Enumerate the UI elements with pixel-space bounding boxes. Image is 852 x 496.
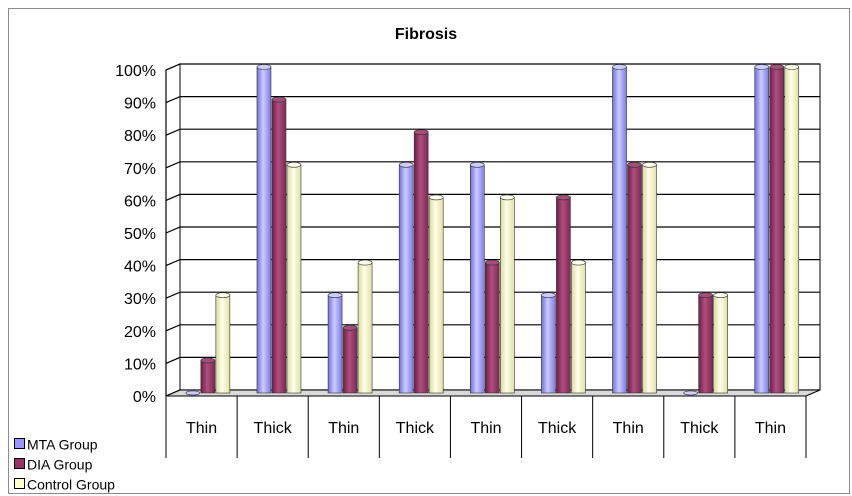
bar	[642, 164, 657, 394]
y-tick-label: 80%	[124, 128, 156, 145]
legend-label-control: Control Group	[27, 476, 115, 493]
bar-cap	[256, 64, 272, 70]
bar	[713, 294, 728, 394]
x-category-label: Thin	[755, 420, 786, 437]
bar	[469, 164, 485, 394]
chart-title: Fibrosis	[394, 26, 458, 43]
bar	[413, 131, 429, 394]
x-category-label: Thin	[186, 420, 217, 437]
bar-cap	[185, 390, 201, 396]
y-tick-label: 60%	[124, 193, 156, 210]
y-tick-label: 10%	[124, 356, 156, 373]
bar	[627, 164, 642, 394]
y-tick-label: 70%	[124, 161, 156, 178]
y-tick-label: 0%	[133, 389, 156, 406]
legend-item-mta: MTA Group	[14, 436, 115, 456]
x-category-label: Thick	[396, 420, 435, 437]
bar	[327, 294, 343, 394]
gridline	[165, 356, 820, 364]
bar	[556, 197, 571, 394]
legend-swatch-mta	[14, 437, 25, 449]
bar-cap	[327, 292, 343, 299]
bar-cap	[683, 390, 698, 396]
gridline	[165, 193, 820, 201]
x-category-label: Thick	[254, 420, 293, 437]
bar-cap	[286, 162, 302, 168]
bar	[342, 327, 358, 394]
gridline	[165, 226, 820, 234]
legend-label-mta: MTA Group	[27, 436, 98, 453]
y-tick-label: 20%	[124, 324, 156, 341]
gridline	[165, 291, 820, 299]
bar-cap	[713, 292, 728, 299]
legend-swatch-control	[14, 477, 25, 489]
bar	[484, 262, 500, 394]
bar-cap	[357, 259, 373, 266]
gridline	[165, 161, 820, 169]
y-tick-label: 90%	[124, 96, 156, 113]
bar	[428, 197, 444, 394]
gridline	[165, 324, 820, 332]
bar-cap	[215, 292, 231, 299]
bar	[200, 360, 216, 394]
gridline	[165, 95, 820, 104]
y-tick-label: 100%	[115, 63, 156, 80]
legend: MTA Group DIA Group Control Group	[14, 436, 115, 496]
bar	[357, 262, 373, 394]
bar	[698, 294, 713, 394]
bar-cap	[484, 259, 500, 266]
legend-item-control: Control Group	[14, 476, 115, 496]
bar-cap	[571, 259, 586, 266]
bar	[286, 164, 302, 394]
y-tick-label: 30%	[124, 291, 156, 308]
legend-item-dia: DIA Group	[14, 456, 115, 476]
bar-cap	[271, 96, 287, 103]
gridline	[165, 259, 820, 267]
bar	[256, 66, 272, 394]
bar	[571, 262, 586, 394]
bar	[271, 99, 287, 394]
x-category-label: Thin	[470, 420, 501, 437]
bars	[185, 64, 800, 396]
y-tick-label: 50%	[124, 226, 156, 243]
bar-cap	[556, 194, 571, 201]
bar-cap	[413, 129, 429, 135]
bar-cap	[200, 357, 216, 364]
y-tick-label: 40%	[124, 259, 156, 276]
bar-cap	[342, 324, 358, 331]
bar-cap	[398, 162, 414, 168]
axis-labels: 0% 10% 20% 30% 40% 50% 60% 70% 80% 90% 100% Thin Thi…	[115, 63, 786, 437]
category-table	[165, 395, 807, 458]
bar	[215, 294, 231, 394]
gridline	[165, 63, 820, 71]
legend-swatch-dia	[14, 457, 25, 469]
bar	[769, 66, 785, 394]
x-category-label: Thin	[613, 420, 644, 437]
bar-cap	[769, 64, 785, 70]
bar-cap	[784, 64, 800, 70]
bar-cap	[428, 194, 444, 201]
bar-cap	[627, 162, 642, 168]
bar-cap	[642, 162, 657, 168]
bar-cap	[754, 64, 770, 70]
legend-label-dia: DIA Group	[27, 456, 93, 473]
bar-cap	[541, 292, 556, 299]
x-category-label: Thick	[538, 420, 577, 437]
x-category-label: Thin	[328, 420, 359, 437]
gridline	[165, 128, 820, 136]
bar	[398, 164, 414, 394]
bar	[541, 294, 556, 394]
bar	[612, 66, 627, 394]
bar-cap	[499, 194, 515, 201]
bar-cap	[698, 292, 713, 299]
bar	[754, 66, 770, 394]
bar-cap	[469, 162, 485, 168]
bar	[784, 66, 800, 394]
bar	[499, 197, 515, 394]
x-category-label: Thick	[680, 420, 719, 437]
bar-cap	[612, 64, 627, 70]
